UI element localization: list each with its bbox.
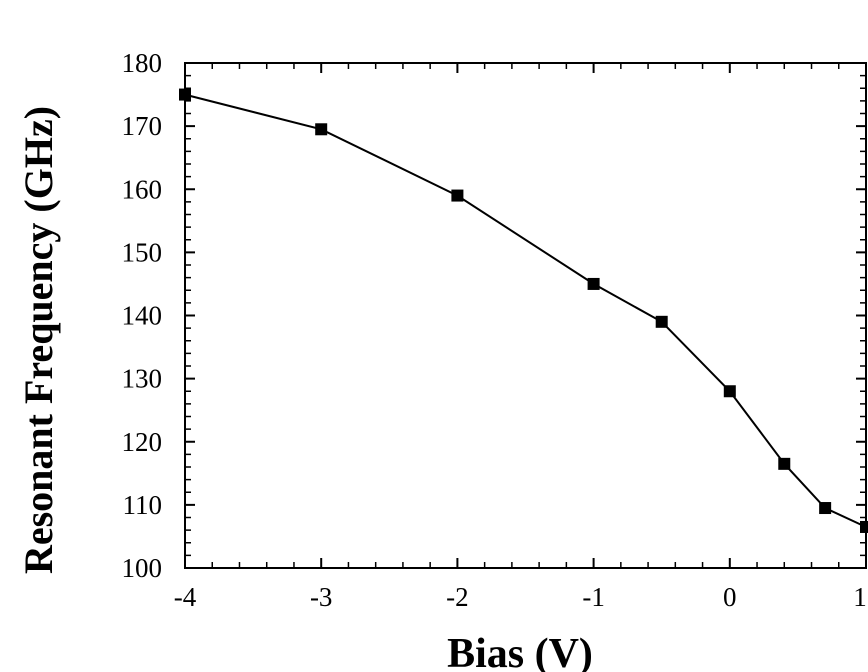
data-point-marker: [315, 123, 328, 136]
plot-frame: [184, 62, 867, 569]
data-point-marker: [819, 502, 832, 515]
x-axis-label: Bias (V): [447, 631, 593, 672]
x-tick-label: -2: [446, 582, 469, 612]
y-tick-label: 180: [122, 48, 163, 78]
series-layer: [179, 88, 868, 533]
y-tick-label: 140: [122, 301, 163, 331]
y-tick-label: 160: [122, 174, 163, 204]
data-point-marker: [723, 385, 736, 398]
y-tick-label: 120: [122, 427, 163, 457]
y-axis-label: Resonant Frequency (GHz): [16, 106, 61, 574]
y-tick-label: 130: [122, 364, 163, 394]
tick-marks: [184, 62, 867, 569]
data-point-marker: [655, 315, 668, 328]
plot-border: [184, 62, 867, 569]
data-point-marker: [587, 277, 600, 290]
data-point-marker: [451, 189, 464, 202]
y-tick-label: 100: [122, 553, 163, 583]
x-tick-labels: -4 -3 -2 -1 0 1: [174, 582, 867, 612]
x-tick-label: -1: [582, 582, 605, 612]
x-tick-label: -4: [174, 582, 197, 612]
data-point-marker: [179, 88, 191, 101]
data-point-marker: [860, 520, 868, 533]
y-tick-label: 150: [122, 237, 163, 267]
series-line: [184, 93, 867, 528]
y-tick-labels: 100 110 120 130 140 150 160 170 180: [122, 48, 163, 583]
y-tick-label: 110: [123, 490, 163, 520]
y-tick-label: 170: [122, 111, 163, 141]
data-point-marker: [778, 457, 791, 470]
x-tick-label: -3: [310, 582, 333, 612]
x-tick-label: 0: [723, 582, 737, 612]
x-tick-label: 1: [853, 582, 867, 612]
